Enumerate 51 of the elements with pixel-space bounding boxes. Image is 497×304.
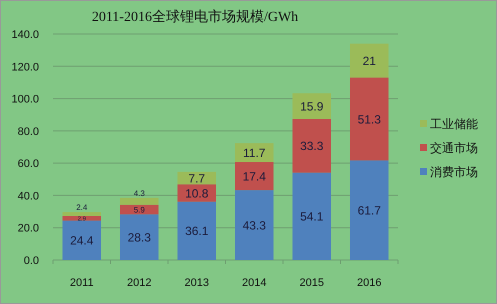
- x-tick-label: 2016: [357, 277, 382, 289]
- bar: [234, 143, 274, 162]
- data-label: 15.9: [300, 99, 324, 114]
- data-label: 24.4: [70, 234, 94, 248]
- bar: [177, 202, 216, 260]
- bar: [234, 190, 274, 260]
- data-label: 54.1: [300, 210, 324, 224]
- legend-label: 消费市场: [430, 165, 478, 179]
- bar: [120, 198, 159, 205]
- bar: [120, 204, 159, 214]
- bar: [234, 162, 274, 190]
- bar: [350, 160, 389, 260]
- y-tick-label: 40.0: [18, 190, 39, 202]
- x-tick-label: 2015: [300, 277, 324, 289]
- y-tick-label: 20.0: [18, 222, 39, 235]
- bar: [292, 172, 332, 260]
- y-tick-label: 0.0: [24, 255, 39, 267]
- bar: [177, 172, 216, 184]
- bar: [62, 220, 102, 260]
- data-label: 36.1: [185, 224, 209, 238]
- data-label: 4.3: [134, 188, 146, 198]
- x-tick-label: 2014: [242, 277, 266, 289]
- data-label: 10.8: [185, 186, 209, 200]
- data-label: 61.7: [358, 204, 382, 218]
- x-tick-label: 2011: [70, 277, 94, 289]
- bar: [350, 44, 389, 78]
- bar: [292, 118, 332, 173]
- chart-title: 2011-2016全球锂电市场规模/GWh: [92, 9, 298, 25]
- y-tick-label: 140.0: [11, 29, 39, 41]
- bar: [62, 212, 102, 216]
- legend-label: 交通市场: [430, 141, 478, 155]
- data-label: 33.3: [300, 139, 324, 154]
- bar: [292, 93, 332, 119]
- data-label: 43.3: [242, 218, 266, 232]
- x-tick-label: 2012: [127, 277, 152, 289]
- bar: [350, 78, 389, 160]
- data-label: 5.9: [134, 205, 146, 214]
- data-label: 21: [362, 54, 376, 68]
- y-tick-label: 60.0: [18, 158, 39, 170]
- y-tick-label: 120.0: [11, 61, 39, 74]
- y-tick-label: 80.0: [18, 126, 39, 138]
- data-label: 28.3: [128, 230, 152, 244]
- y-tick-label: 100.0: [11, 94, 39, 106]
- legend-label: 工业储能: [430, 117, 478, 131]
- x-tick-label: 2013: [184, 277, 209, 289]
- data-label: 2.4: [76, 203, 88, 212]
- data-label: 17.4: [242, 169, 266, 184]
- bar: [120, 214, 159, 260]
- data-label: 51.3: [358, 112, 382, 126]
- data-label: 11.7: [243, 146, 266, 160]
- data-label: 7.7: [188, 171, 206, 186]
